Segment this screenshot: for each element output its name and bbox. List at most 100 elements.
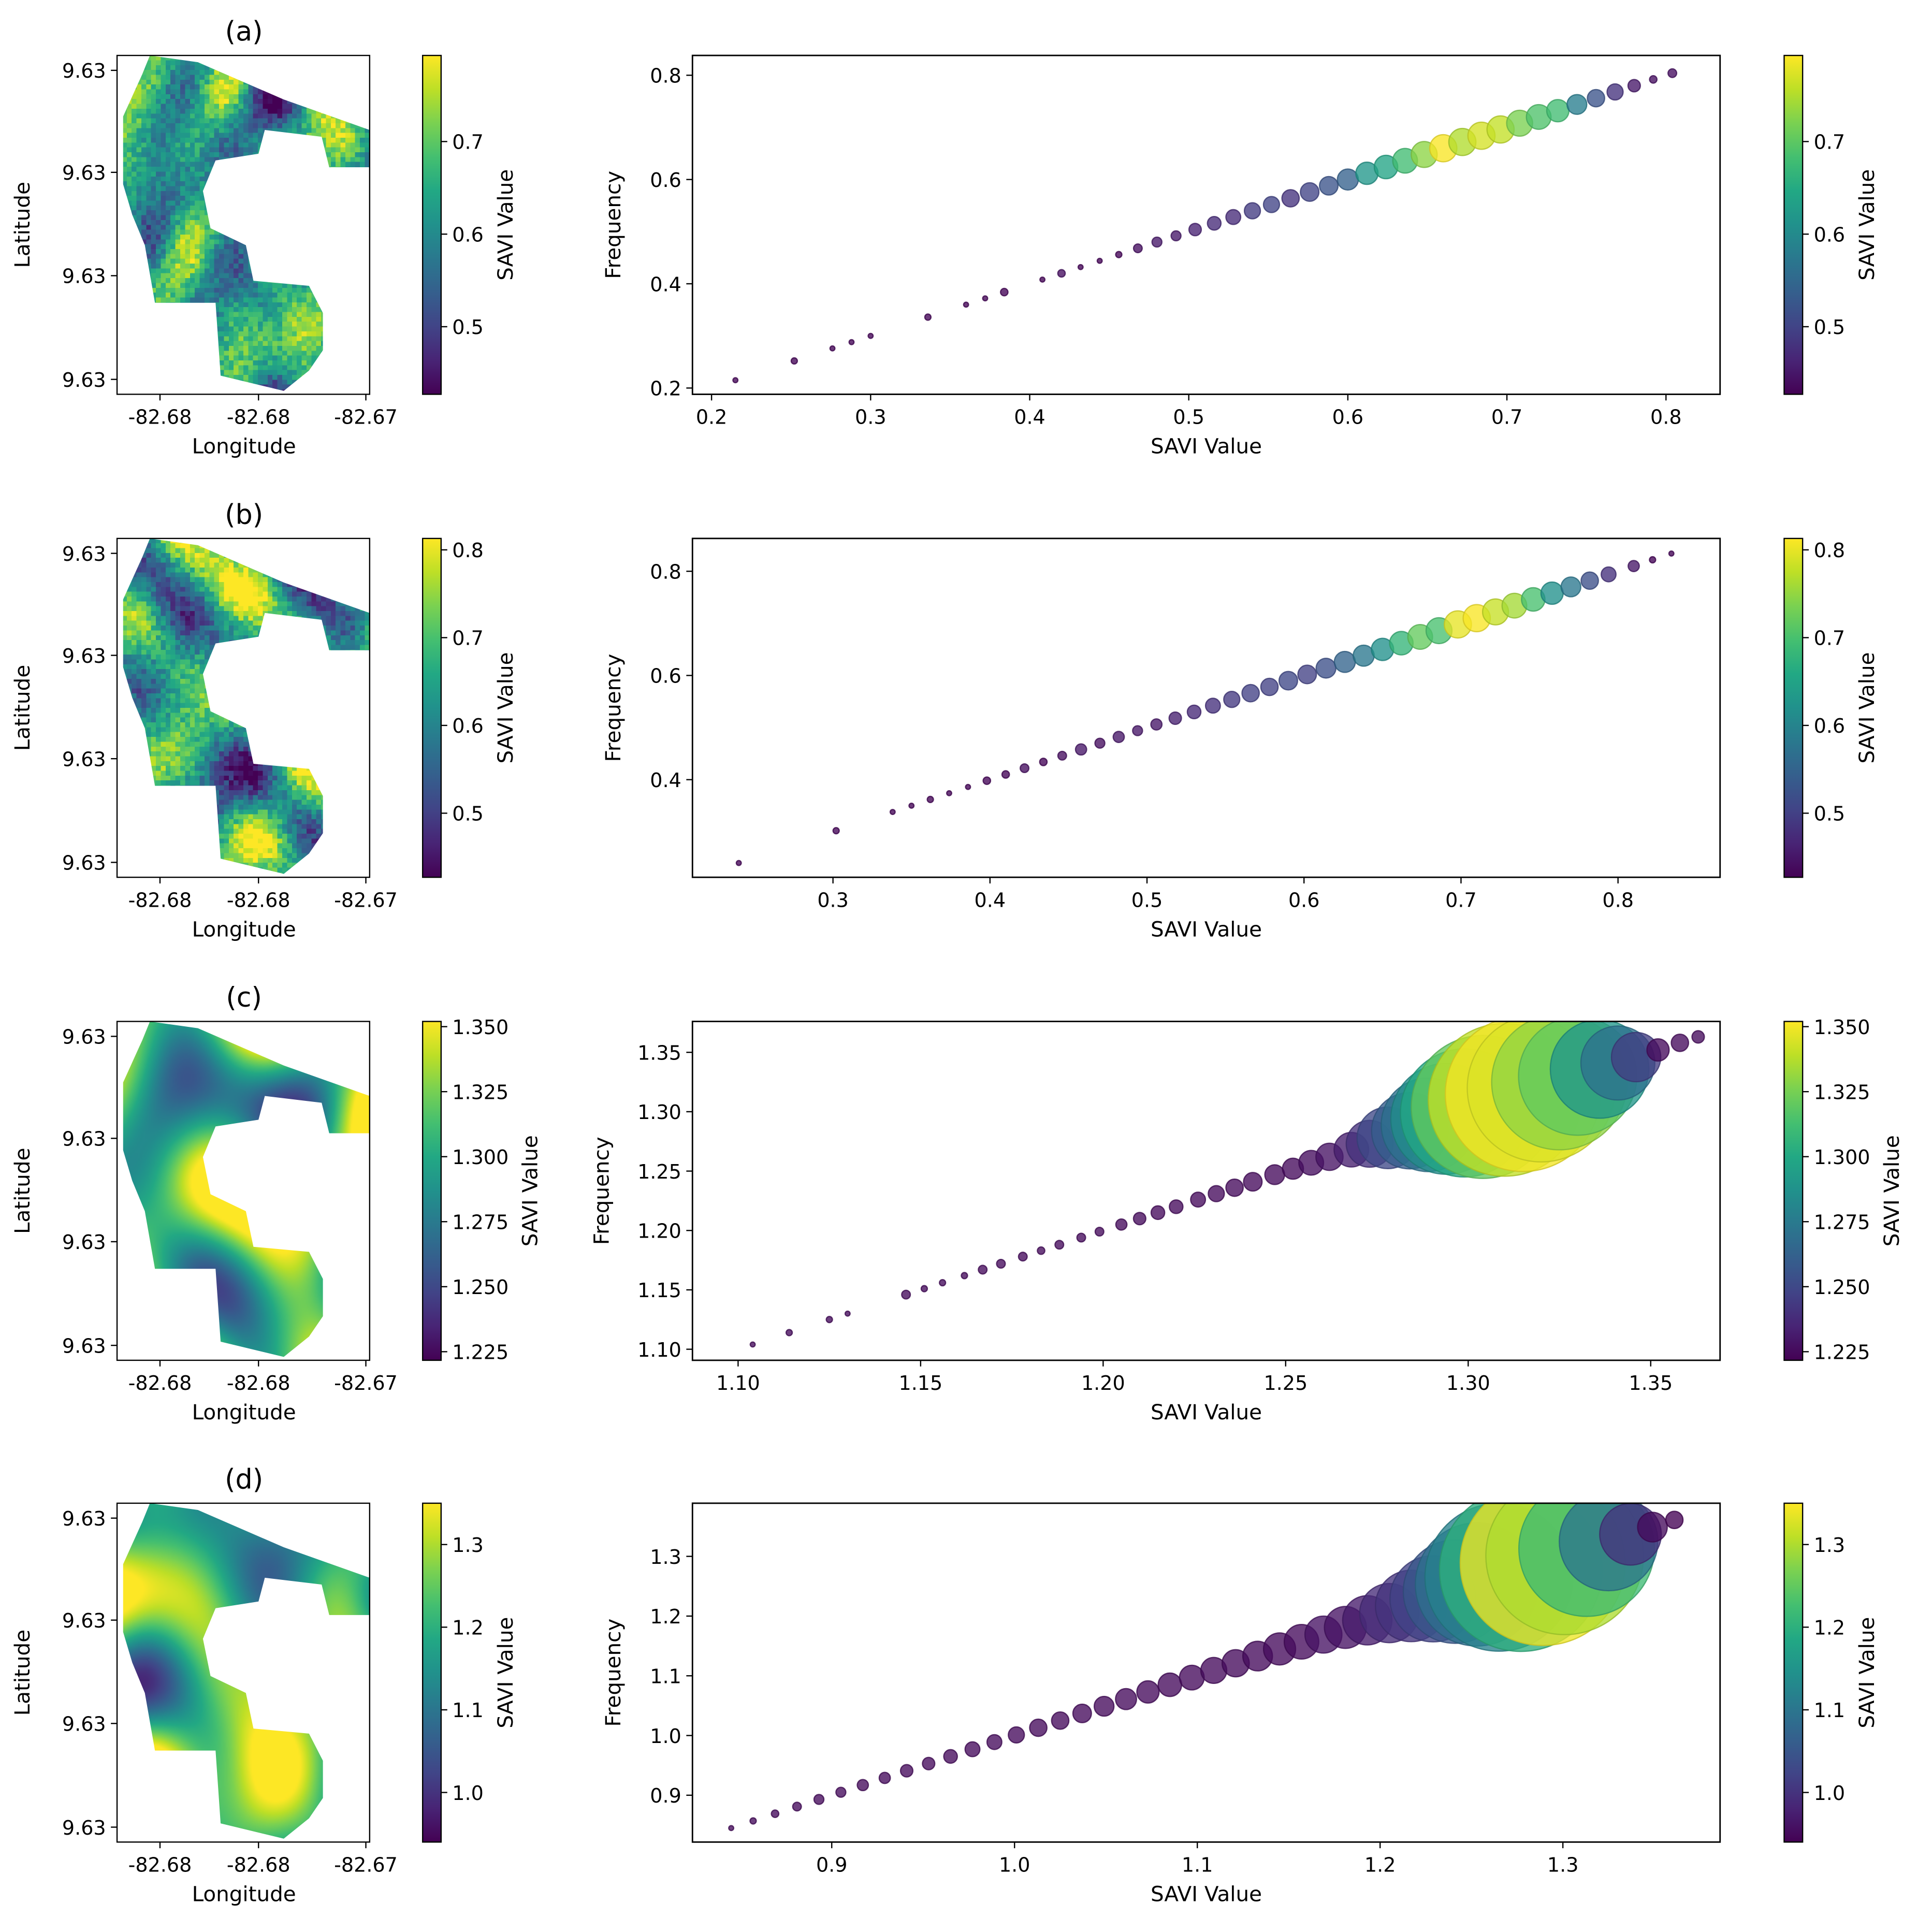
- scatter-point: [1115, 251, 1123, 258]
- scatter-point: [1670, 1034, 1690, 1052]
- y-tick-label: 9.63: [62, 1817, 106, 1839]
- scatter-point: [1300, 182, 1320, 202]
- y-axis-label: Frequency: [601, 171, 626, 279]
- colorbar-tick-label: 0.5: [1814, 803, 1846, 825]
- x-axis-label: SAVI Value: [1151, 1882, 1262, 1907]
- scatter-point: [1560, 576, 1581, 598]
- scatter-point: [1132, 1212, 1146, 1226]
- scatter-point: [965, 783, 971, 790]
- scatter-point: [1132, 725, 1143, 736]
- scatter-point: [749, 1341, 756, 1348]
- scatter-point: [1225, 1178, 1244, 1197]
- y-tick-label: 9.63: [62, 543, 106, 565]
- scatter-point: [963, 301, 969, 308]
- y-tick-label: 1.20: [637, 1220, 681, 1243]
- scatter-point: [1008, 1726, 1025, 1744]
- panel-title: (b): [225, 499, 263, 530]
- scatter-point: [1646, 1038, 1670, 1062]
- colorbar-tick-label: 1.300: [1814, 1146, 1870, 1169]
- x-tick-label: 1.15: [898, 1372, 942, 1394]
- y-axis-label: Latitude: [10, 182, 35, 268]
- colorbar-tick-label: 1.350: [452, 1016, 509, 1039]
- scatter-point: [924, 313, 932, 321]
- scatter-frame: [691, 1502, 1721, 1843]
- x-tick-label: 1.30: [1446, 1372, 1490, 1394]
- scatter-point: [1223, 691, 1241, 708]
- y-tick-label: 9.63: [62, 1507, 106, 1530]
- x-tick-label: -82.68: [227, 1372, 290, 1394]
- scatter-point: [1278, 671, 1298, 691]
- colorbar-gradient: [1783, 1502, 1804, 1843]
- colorbar-label: SAVI Value: [493, 652, 518, 764]
- colorbar-label: SAVI Value: [1879, 1135, 1904, 1246]
- y-tick-label: 9.63: [62, 1026, 106, 1049]
- scatter-points: [732, 68, 1678, 384]
- scatter-point: [1186, 704, 1202, 720]
- panel-b: 9.63 9.63 9.63 9.63 -82.68 -82.68 -82.67 Longit…: [10, 499, 1879, 941]
- scatter-point: [1204, 698, 1221, 714]
- scatter-panel: 1.10 1.15 1.20 1.25 1.30 1.35 1.10 1.15 1.20 1.25…: [589, 1021, 1721, 1425]
- scatter-point: [1190, 1192, 1207, 1208]
- x-tick-label: -82.67: [334, 1853, 398, 1876]
- scatter-point: [1628, 560, 1640, 573]
- colorbar-tick-label: 1.1: [452, 1699, 484, 1722]
- colorbar-tick-label: 1.3: [452, 1534, 484, 1557]
- y-tick-label: 9.63: [62, 1334, 106, 1357]
- scatter-point: [1637, 1512, 1668, 1543]
- scatter-point: [1546, 99, 1570, 123]
- y-tick-label: 0.8: [650, 560, 681, 583]
- scatter-point: [1093, 1695, 1115, 1717]
- x-tick-label: 0.7: [1445, 889, 1477, 911]
- panel-a: 9.63 9.63 9.63 9.63 -82.68 -82.68 -82.67 Longit…: [10, 16, 1879, 459]
- y-tick-label: 9.63: [62, 1609, 106, 1632]
- scatter-point: [1112, 731, 1125, 744]
- savi-map-image: [123, 1021, 370, 1357]
- colorbar-label: SAVI Value: [1854, 652, 1879, 764]
- scatter-point: [908, 802, 915, 809]
- scatter-point: [1580, 571, 1599, 590]
- x-tick-label: -82.67: [334, 889, 398, 911]
- colorbar-label: SAVI Value: [517, 1135, 542, 1246]
- y-tick-label: 0.6: [650, 665, 681, 688]
- panel-title: (c): [226, 982, 262, 1013]
- scatter-point: [1077, 264, 1084, 270]
- x-axis-label: Longitude: [192, 1882, 296, 1907]
- scatter-point: [1020, 763, 1030, 774]
- scatter-point: [1157, 1672, 1183, 1697]
- scatter-colorbar: 1.0 1.1 1.2 1.3 SAVI Value: [1783, 1502, 1879, 1843]
- colorbar-tick-label: 1.350: [1814, 1016, 1870, 1039]
- colorbar-label: SAVI Value: [1854, 169, 1879, 281]
- x-tick-label: 0.6: [1332, 406, 1364, 429]
- scatter-point: [1188, 223, 1202, 237]
- scatter-point: [844, 1310, 851, 1317]
- y-tick-label: 1.1: [650, 1665, 681, 1688]
- scatter-point: [1001, 770, 1010, 779]
- map-colorbar: 0.5 0.6 0.7 0.8 SAVI Value: [422, 538, 518, 878]
- x-tick-label: 0.2: [696, 406, 728, 429]
- scatter-point: [1094, 1227, 1105, 1237]
- scatter-point: [1094, 737, 1106, 749]
- map-panel: 9.63 9.63 9.63 9.63 -82.68 -82.68 -82.67 Longit…: [10, 1463, 398, 1906]
- y-tick-label: 0.6: [650, 169, 681, 192]
- x-axis-label: Longitude: [192, 1400, 296, 1425]
- scatter-point: [1074, 743, 1087, 756]
- x-tick-label: 0.4: [975, 889, 1006, 911]
- scatter-point: [1691, 1030, 1705, 1044]
- x-tick-label: 0.4: [1014, 406, 1045, 429]
- scatter-point: [1039, 277, 1046, 283]
- y-axis-label: Latitude: [10, 1630, 35, 1716]
- savi-map-image: [123, 1503, 370, 1839]
- y-axis-label: Frequency: [601, 1619, 626, 1727]
- y-tick-label: 0.9: [650, 1784, 681, 1807]
- y-tick-label: 9.63: [62, 645, 106, 667]
- scatter-point: [946, 790, 952, 796]
- panel-c: 9.63 9.63 9.63 9.63 -82.68 -82.68 -82.67 Longit…: [10, 982, 1904, 1425]
- scatter-point: [1587, 89, 1605, 108]
- map-frame: [116, 54, 371, 395]
- scatter-point: [1264, 1164, 1285, 1185]
- y-tick-label: 1.30: [637, 1101, 681, 1124]
- y-tick-label: 9.63: [62, 60, 106, 82]
- colorbar-tick-label: 1.3: [1814, 1534, 1846, 1557]
- scatter-point: [1169, 1199, 1184, 1214]
- scatter-point: [1051, 1711, 1070, 1730]
